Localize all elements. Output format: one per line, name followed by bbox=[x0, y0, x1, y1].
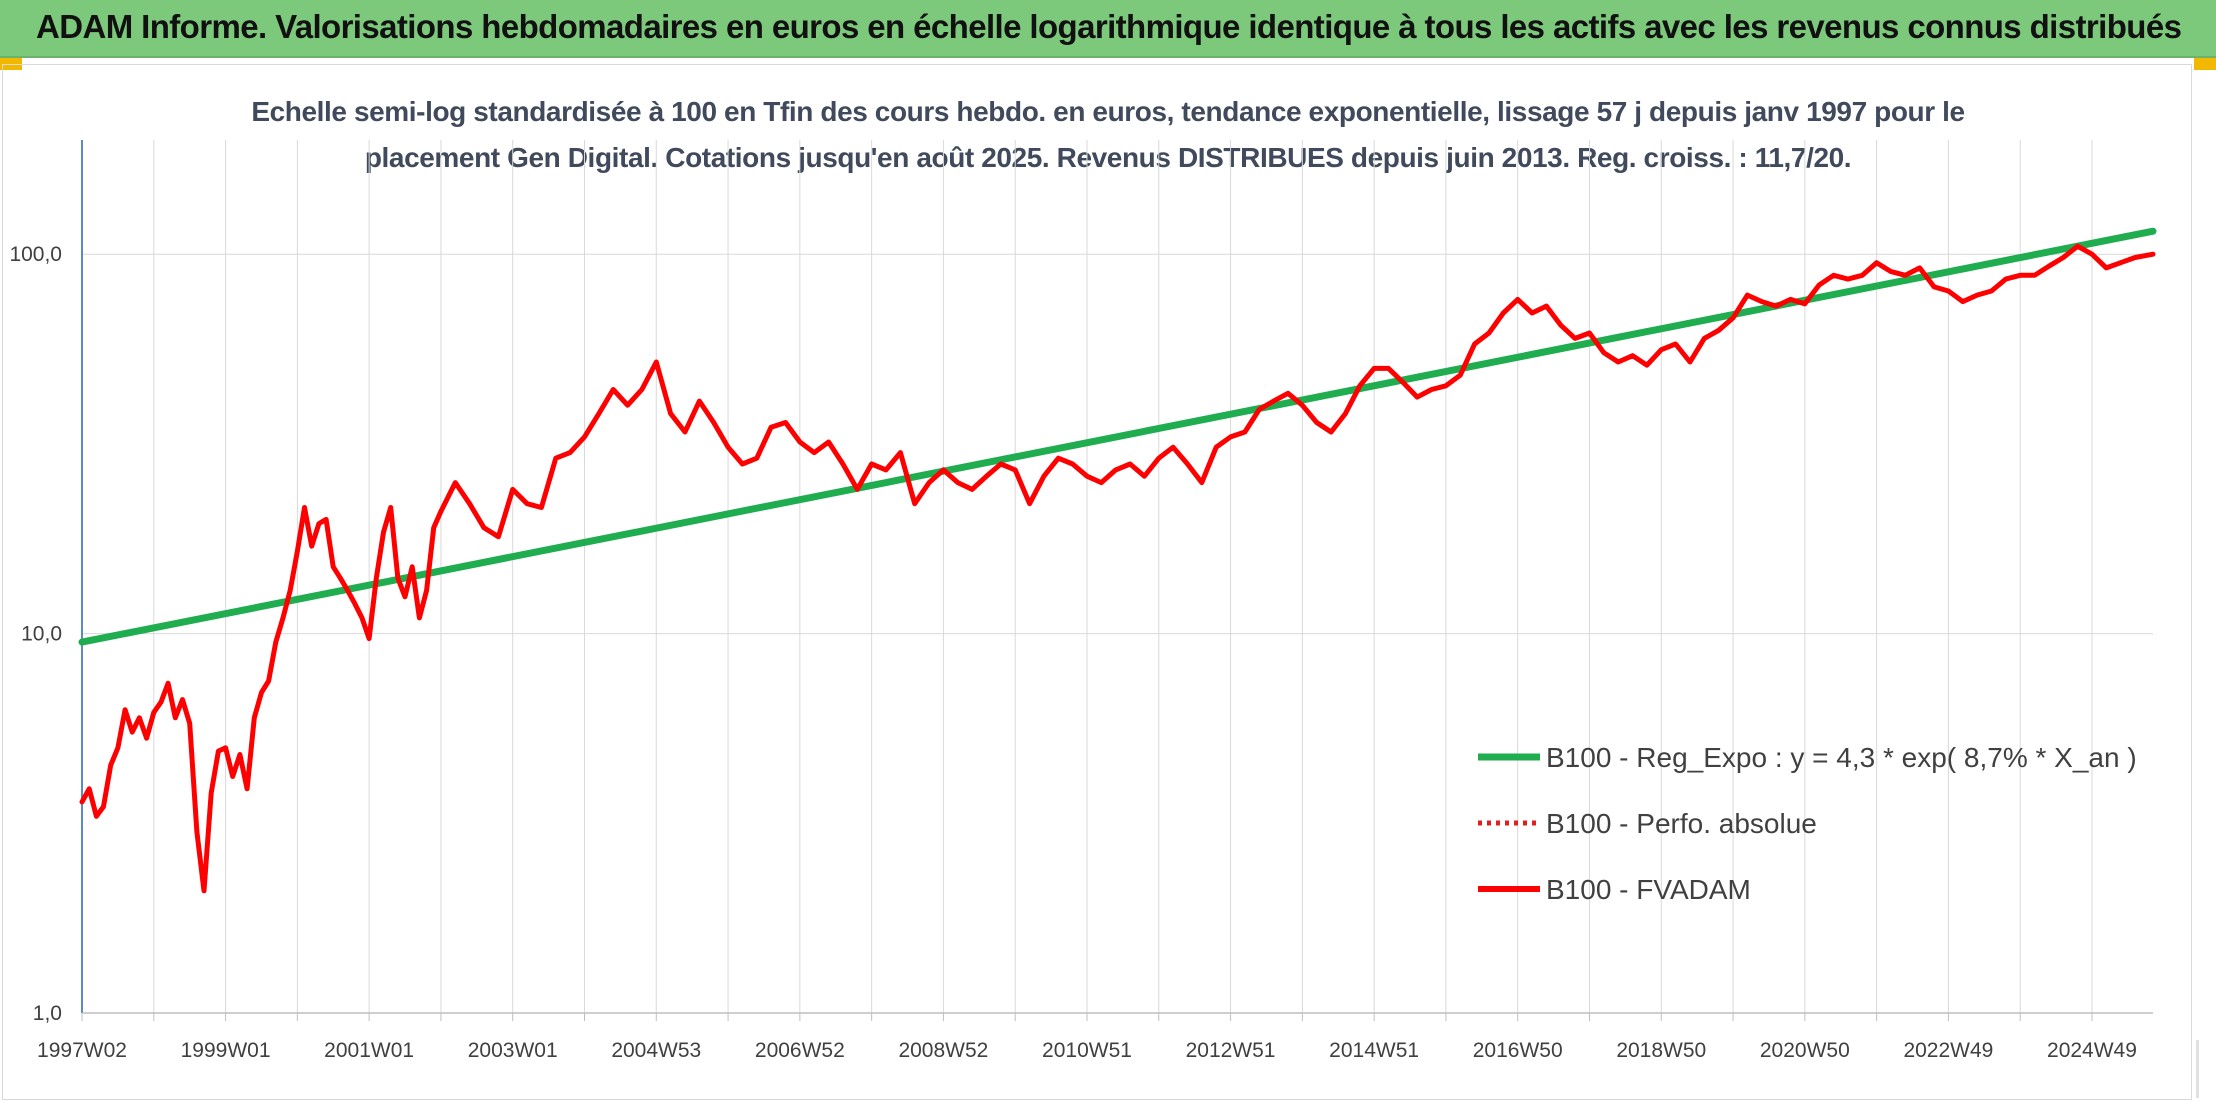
x-tick-label: 2012W51 bbox=[1186, 1039, 1276, 1062]
vertical-gridlines bbox=[81, 140, 2093, 1013]
x-tick-label: 2003W01 bbox=[468, 1039, 558, 1062]
y-tick-labels: 1,0 10,0 100,0 bbox=[9, 243, 62, 1025]
x-tick-label: 2014W51 bbox=[1329, 1039, 1419, 1062]
frame-edge bbox=[2196, 1040, 2199, 1098]
legend-label-0: B100 - Reg_Expo : y = 4,3 * exp( 8,7% * … bbox=[1546, 742, 2137, 773]
x-tick-label: 2008W52 bbox=[898, 1039, 988, 1062]
x-tick-label: 2001W01 bbox=[324, 1039, 414, 1062]
y-tick-label: 100,0 bbox=[9, 243, 62, 266]
chart-frame bbox=[2, 64, 2192, 1100]
x-tick-label: 2016W50 bbox=[1473, 1039, 1563, 1062]
header-bar: ADAM Informe. Valorisations hebdomadaire… bbox=[0, 0, 2216, 58]
y-tick-label: 10,0 bbox=[21, 623, 62, 646]
series-line-2 bbox=[79, 243, 2156, 894]
series-layer bbox=[78, 227, 2157, 894]
chart-title-line-1: Echelle semi-log standardisée à 100 en T… bbox=[251, 96, 1965, 127]
x-tick-label: 2010W51 bbox=[1042, 1039, 1132, 1062]
series-line-0 bbox=[78, 227, 2157, 646]
chart-title-line-2: placement Gen Digital. Cotations jusqu'e… bbox=[364, 142, 1852, 173]
x-tick-label: 1997W02 bbox=[37, 1039, 127, 1062]
y-tick-label: 1,0 bbox=[33, 1002, 62, 1025]
x-tick-label: 2004W53 bbox=[611, 1039, 701, 1062]
axes bbox=[81, 140, 2153, 1021]
corner-mark-right bbox=[2194, 58, 2216, 70]
page-title: ADAM Informe. Valorisations hebdomadaire… bbox=[36, 8, 2182, 45]
legend-label-1: B100 - Perfo. absolue bbox=[1546, 808, 1817, 839]
x-tick-label: 2022W49 bbox=[1903, 1039, 1993, 1062]
x-tick-label: 2006W52 bbox=[755, 1039, 845, 1062]
legend: B100 - Reg_Expo : y = 4,3 * exp( 8,7% * … bbox=[1478, 742, 2137, 905]
x-tick-label: 2020W50 bbox=[1760, 1039, 1850, 1062]
x-tick-label: 1999W01 bbox=[181, 1039, 271, 1062]
x-tick-label: 2024W49 bbox=[2047, 1039, 2137, 1062]
x-tick-label: 2018W50 bbox=[1616, 1039, 1706, 1062]
legend-label-2: B100 - FVADAM bbox=[1546, 874, 1751, 905]
x-tick-labels: 1997W02 1999W01 2001W01 2003W01 2004W53 2006W… bbox=[37, 1039, 2137, 1062]
horizontal-gridlines bbox=[82, 253, 2153, 1014]
